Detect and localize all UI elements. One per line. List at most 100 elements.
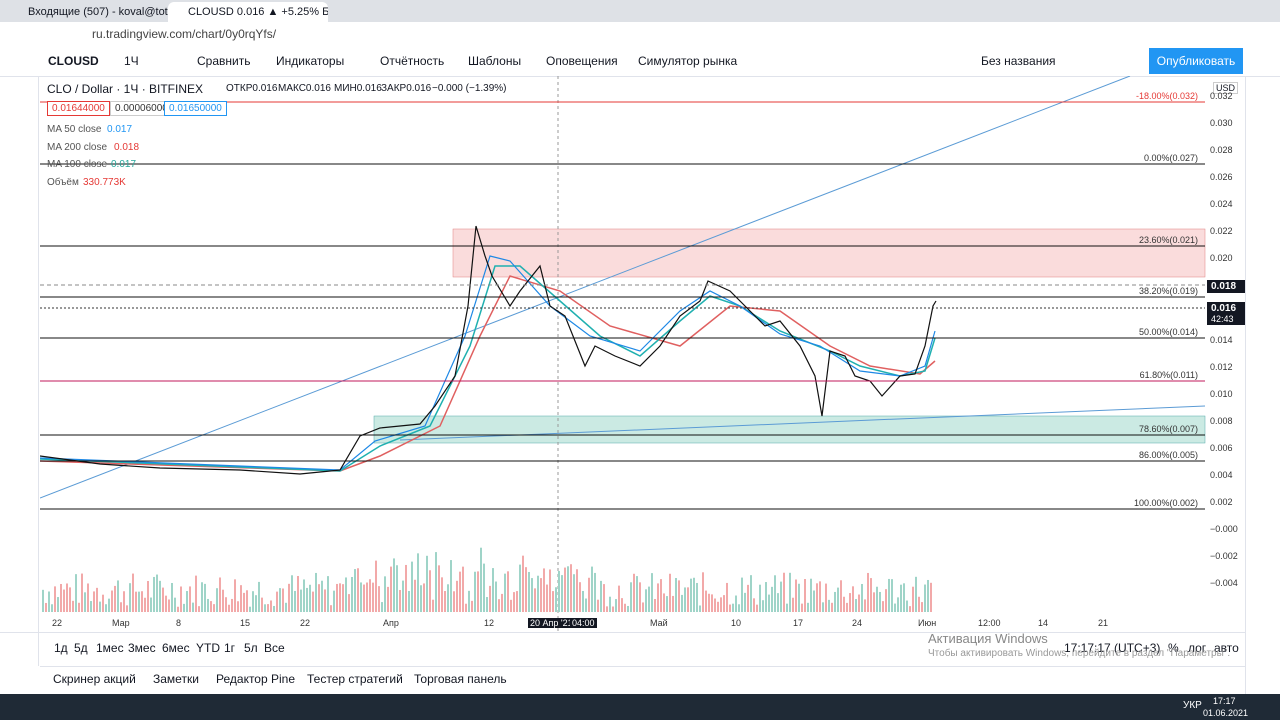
time-tick: 10 (731, 618, 742, 628)
volume-bar (879, 591, 881, 612)
volume-bar (735, 595, 737, 612)
toolbar-button[interactable]: Индикаторы (276, 54, 345, 68)
volume-bar (894, 603, 896, 612)
volume-bar (648, 586, 650, 612)
volume-bar (276, 591, 278, 612)
panel-tab[interactable]: Скринер акций (53, 672, 136, 686)
period-button[interactable]: 5д (74, 641, 88, 655)
period-button[interactable]: 3мес (128, 641, 156, 655)
legend-box: 0.00006000 (110, 101, 173, 116)
volume-bar (837, 587, 839, 612)
volume-bar (771, 586, 773, 612)
toolbar-button[interactable]: Отчётность (380, 54, 445, 68)
volume-bar (201, 582, 203, 612)
volume-bar (639, 582, 641, 612)
volume-bar (669, 573, 671, 612)
tab[interactable]: CLOUSD 0.016 ▲ +5.25% Без на... (168, 2, 328, 22)
toolbar-button[interactable]: Оповещения (546, 54, 618, 68)
price-tick: 0.030 (1210, 118, 1233, 129)
time-tick: 15 (240, 618, 251, 628)
volume-bar (81, 573, 83, 612)
layout-name[interactable]: Без названия (981, 54, 1056, 68)
fib-label: -18.00%(0.032) (1135, 91, 1198, 101)
time-tick: 24 (852, 618, 863, 628)
volume-bar (711, 594, 713, 612)
volume-bar (873, 592, 875, 612)
publish-button[interactable]: Опубликовать (1149, 48, 1243, 74)
ma-line (40, 265, 936, 472)
volume-bar (489, 585, 491, 612)
volume-bar (90, 601, 92, 612)
volume-bar (435, 552, 437, 612)
panel-tab[interactable]: Торговая панель (414, 672, 507, 686)
volume-bar (174, 597, 176, 612)
volume-bar (483, 563, 485, 612)
volume-bar (285, 602, 287, 612)
volume-bar (903, 583, 905, 612)
axis-option[interactable]: авто (1214, 641, 1239, 655)
time-tick: 22 (300, 618, 311, 628)
volume-bar (363, 584, 365, 612)
volume-bar (225, 597, 227, 612)
price-tick: 0.022 (1210, 226, 1233, 237)
interval[interactable]: 1Ч (124, 54, 139, 68)
volume-bar (324, 589, 326, 612)
fib-label: 61.80%(0.011) (1139, 370, 1198, 380)
time-tick: 12:00 (978, 618, 1001, 628)
period-button[interactable]: Все (264, 641, 285, 655)
toolbar-button[interactable]: Шаблоны (468, 54, 522, 68)
period-button[interactable]: 1д (54, 641, 68, 655)
axis-option[interactable]: лог (1188, 641, 1207, 655)
volume-bar (312, 591, 314, 612)
volume-bar (438, 565, 440, 612)
volume-bar (666, 596, 668, 612)
period-button[interactable]: 1мес (96, 641, 124, 655)
volume-bar (606, 606, 608, 612)
volume-bar (189, 586, 191, 612)
period-button[interactable]: YTD (196, 641, 220, 655)
volume-bar (357, 568, 359, 612)
volume-bar (414, 579, 416, 612)
volume-bar (699, 605, 701, 612)
period-button[interactable]: 5л (244, 641, 258, 655)
toolbar-button[interactable]: Сравнить (197, 54, 251, 68)
volume-bar (432, 599, 434, 612)
time-tick: Май (650, 618, 668, 628)
legend-title: CLO / Dollar · 1Ч · BITFINEX (47, 82, 204, 96)
volume-bar (249, 606, 251, 612)
indicator-value: 330.773K (83, 176, 126, 188)
volume-bar (147, 580, 149, 612)
volume-bar (315, 572, 317, 612)
period-button[interactable]: 6мес (162, 641, 190, 655)
toolbar-button[interactable]: Симулятор рынка (638, 54, 738, 68)
volume-bar (399, 589, 401, 612)
panel-tab[interactable]: Тестер стратегий (307, 672, 403, 686)
volume-bar (846, 602, 848, 612)
price-tick: −0.004 (1210, 578, 1238, 589)
volume-bar (87, 583, 89, 612)
panel-tab[interactable]: Редактор Pine (216, 672, 296, 686)
fib-label: 23.60%(0.021) (1138, 235, 1198, 245)
price-tick: 0.024 (1210, 199, 1233, 210)
tab[interactable]: Входящие (507) - koval@totala... (28, 6, 168, 18)
volume-bar (348, 594, 350, 612)
volume-bar (426, 555, 428, 612)
period-button[interactable]: 1г (224, 641, 236, 655)
axis-option[interactable]: % (1168, 641, 1179, 655)
volume-bar (642, 602, 644, 612)
panel-tab[interactable]: Заметки (153, 672, 199, 686)
volume-bar (375, 560, 377, 612)
volume-bar (105, 604, 107, 612)
volume-bar (906, 600, 908, 612)
volume-bar (561, 575, 563, 612)
volume-bar (300, 589, 302, 612)
volume-bar (360, 582, 362, 612)
volume-bar (555, 587, 557, 612)
volume-bar (516, 591, 518, 612)
volume-bar (675, 577, 677, 612)
ohlc: МАКС0.016 (278, 83, 331, 94)
time-tick: 8 (176, 618, 182, 628)
volume-bar (387, 586, 389, 612)
volume-bar (495, 581, 497, 612)
symbol[interactable]: CLOUSD (48, 54, 99, 68)
